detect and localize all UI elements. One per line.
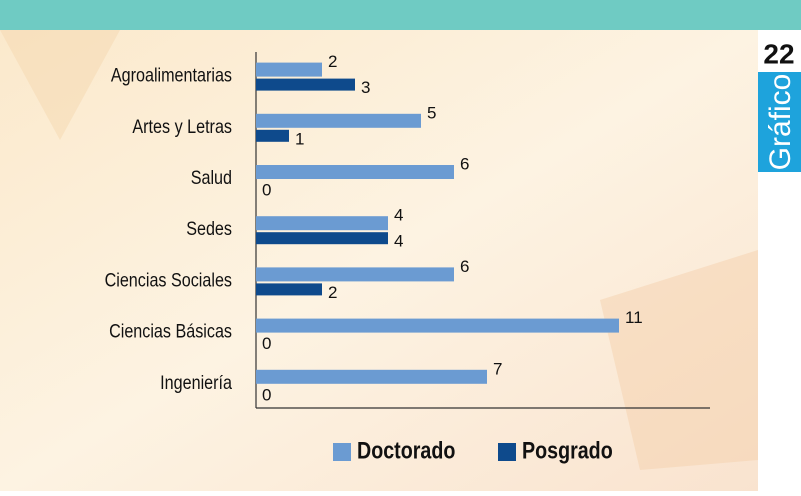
value-label: 2 (328, 283, 337, 302)
value-label: 5 (427, 103, 436, 122)
badge-label: Gráfico (764, 74, 797, 171)
category-label: Sedes (186, 218, 232, 240)
value-label: 3 (361, 78, 370, 97)
value-label: 7 (493, 359, 502, 378)
value-label: 6 (460, 154, 469, 173)
value-label: 4 (394, 232, 403, 251)
value-label: 4 (394, 206, 403, 225)
legend-label: Posgrado (522, 436, 613, 463)
category-label: Agroalimentarias (111, 64, 232, 86)
chart: 22 Gráfico Agroalimentarias 2 3 Artes y Let… (0, 0, 801, 491)
bar (256, 232, 388, 244)
value-label: 11 (625, 308, 643, 327)
bar (256, 130, 289, 142)
bar (256, 319, 619, 333)
bar (256, 79, 355, 91)
value-label: 0 (262, 385, 271, 404)
legend-label: Doctorado (357, 436, 455, 463)
bar (256, 370, 487, 384)
category-label: Artes y Letras (132, 116, 232, 138)
value-label: 6 (460, 257, 469, 276)
category-label: Ciencias Sociales (105, 269, 233, 291)
bar (256, 267, 454, 281)
bar (256, 114, 421, 128)
category-label: Salud (191, 167, 232, 189)
legend-swatch (333, 443, 351, 461)
category-label: Ingeniería (160, 372, 232, 394)
legend-swatch (498, 443, 516, 461)
value-label: 1 (295, 129, 304, 148)
bar (256, 63, 322, 77)
bar (256, 216, 388, 230)
value-label: 0 (262, 334, 271, 353)
top-band (0, 0, 801, 30)
bar (256, 283, 322, 295)
value-label: 2 (328, 52, 337, 71)
badge-number: 22 (763, 38, 794, 69)
bar (256, 165, 454, 179)
category-label: Ciencias Básicas (109, 320, 232, 342)
value-label: 0 (262, 180, 271, 199)
